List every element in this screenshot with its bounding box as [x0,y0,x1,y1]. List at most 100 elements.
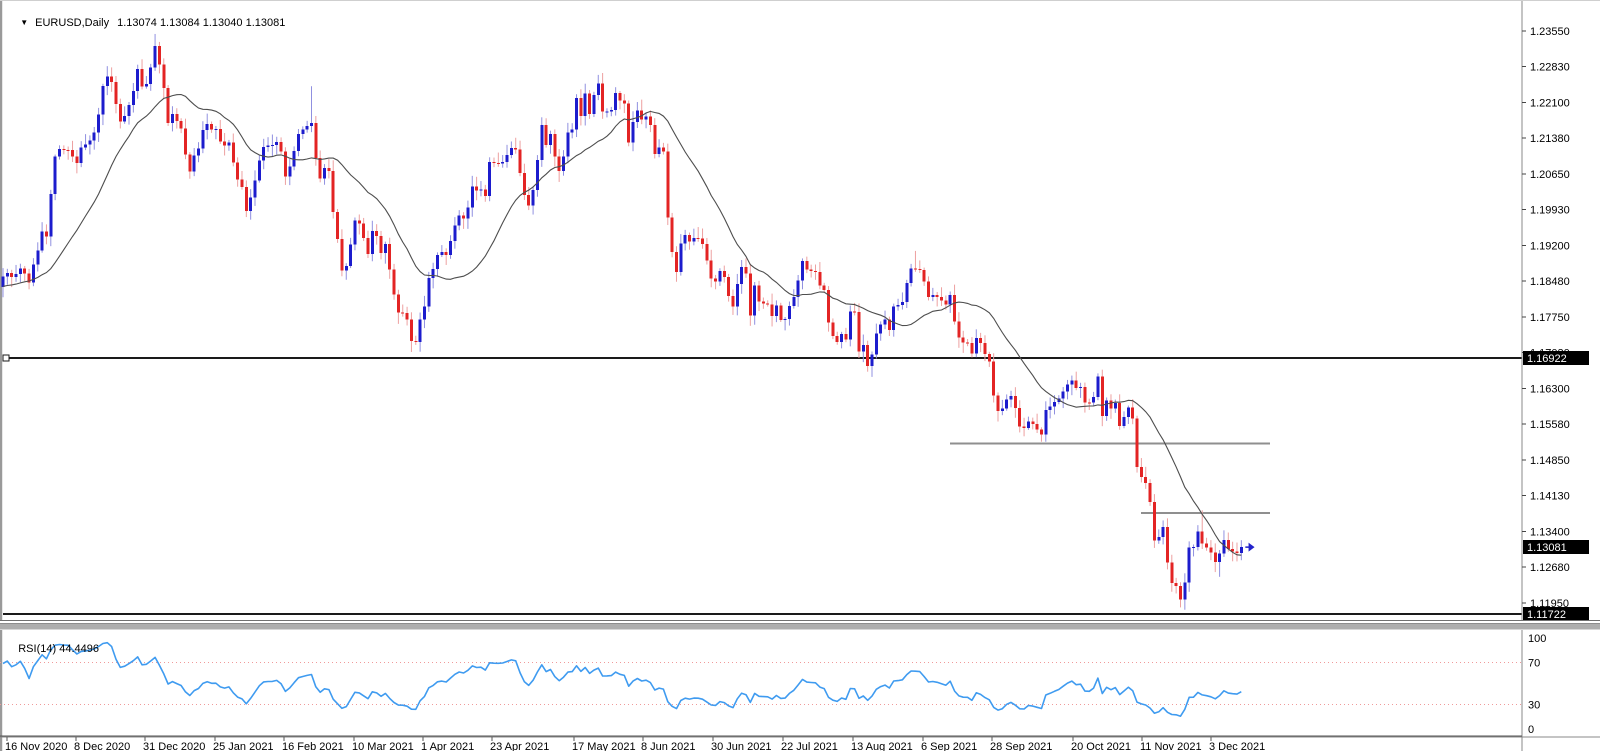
candle-body [44,231,48,237]
candle-body [270,145,274,147]
candle-body [805,260,809,270]
price-axis-label: 1.19930 [1530,204,1570,216]
quote-bar: ▼ EURUSD,Daily 1.13074 1.13084 1.13040 1.1… [8,4,285,43]
price-tag-label: 1.16922 [1527,353,1567,365]
candle-body [757,285,761,302]
price-axis-label: 1.23550 [1530,26,1570,38]
candle-body [496,163,500,165]
candle-body [475,186,479,191]
date-axis-label: 20 Oct 2021 [1071,741,1131,751]
candle-body [944,300,948,305]
candle-body [223,141,227,146]
candle-body [314,122,318,158]
candle-body [887,319,891,330]
candle-body [635,110,639,123]
candle-body [1013,395,1017,409]
candle-body [544,125,548,145]
candle-body [23,268,27,274]
candle-body [66,149,70,151]
candle-body [948,294,952,305]
candle-body [1178,585,1182,600]
candle-body [1092,397,1096,403]
candle-body [800,260,804,281]
candle-body [931,295,935,297]
candle-body [88,140,92,145]
candle-body [618,93,622,101]
candle-body [283,151,287,177]
candle-body [331,170,335,213]
candle-body [870,354,874,367]
candle-body [809,269,813,272]
candle-body [722,271,726,278]
candle-body [1226,539,1230,550]
candle-body [301,129,305,134]
candle-body [818,271,822,286]
candle-body [1152,501,1156,541]
candle-body [1205,543,1209,548]
price-axis-label: 1.14850 [1530,455,1570,467]
candle-body [631,122,635,143]
candle-body [588,93,592,114]
level-line-handle[interactable] [2,354,10,362]
candle-body [601,83,605,112]
candle-body [422,306,426,320]
candle-body [987,354,991,362]
date-axis-label: 10 Mar 2021 [352,741,414,751]
splitter-grip[interactable] [0,623,1600,630]
price-axis-label: 1.11950 [1530,598,1569,610]
candle-body [566,132,570,157]
candle-body [670,217,674,253]
price-tag-label: 1.13081 [1527,542,1567,554]
candle-body [527,195,531,206]
candle-body [327,168,331,171]
candle-body [614,93,618,111]
candle-body [405,313,409,320]
candle-body [488,162,492,197]
candle-body [427,277,431,307]
candle-body [1083,386,1087,403]
candle-body [1135,418,1139,467]
rsi-axis-label: 100 [1528,633,1546,645]
candle-body [609,110,613,112]
price-tag-label: 1.11722 [1527,609,1566,621]
price-axis: 1.23550 1.22830 1.22100 1.21380 1.20650 1.199… [1522,26,1570,610]
candle-body [153,46,157,68]
candle-body [71,150,75,157]
candle-body [1139,466,1143,477]
candle-body [827,290,831,323]
candle-body [10,272,14,277]
candle-body [570,129,574,133]
date-axis-label: 13 Aug 2021 [851,741,913,751]
candle-body [892,306,896,330]
date-axis-label: 8 Dec 2020 [74,741,130,751]
candle-body [1079,386,1083,388]
price-axis-label: 1.13400 [1530,526,1570,538]
candle-body [114,82,118,105]
date-axis-label: 11 Nov 2021 [1140,741,1202,751]
candle-body [1174,582,1178,586]
candle-body [175,113,179,122]
candle-body [1213,552,1217,563]
candle-body [540,125,544,161]
candle-body [974,337,978,354]
candle-body [909,268,913,284]
candle-body [579,97,583,116]
candle-body [648,116,652,125]
date-axis-label: 30 Jun 2021 [711,741,772,751]
candle-body [548,134,552,145]
candle-body [535,160,539,191]
rsi-indicator-label: RSI(14) 44.4496 [6,631,99,667]
symbol-dropdown-icon[interactable]: ▼ [20,18,29,27]
candle-body [657,147,661,155]
candle-body [644,116,648,120]
candle-body [309,122,313,126]
candle-body [444,252,448,256]
candle-body [674,252,678,273]
rsi-value: 44.4496 [59,643,99,655]
candle-body [966,342,970,344]
candle-body [1122,417,1126,427]
rsi-panel[interactable] [0,641,1522,717]
panel-splitter[interactable] [0,620,1600,630]
